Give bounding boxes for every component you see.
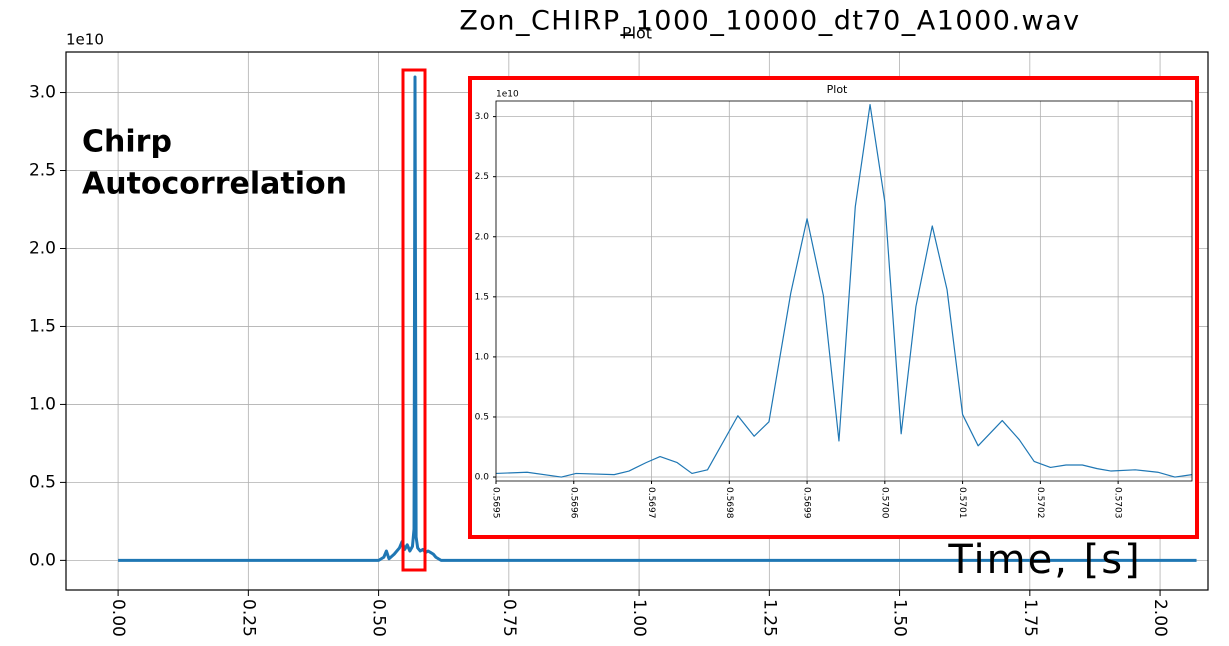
y-tick-label: 2.0 [29, 238, 56, 258]
y-tick-label: 3.0 [29, 83, 56, 103]
chart-title: Zon_CHIRP_1000_10000_dt70_A1000.wav [459, 6, 1080, 37]
y-tick-label: 0.0 [475, 473, 490, 483]
x-tick-label: 0.25 [238, 599, 258, 637]
inset-axes: 0.5695 0.5696 0.5697 0.5698 0.5699 0.5700 0.57… [475, 100, 1193, 519]
inset-y-offset-label: 1e10 [496, 90, 519, 100]
x-axis-label: Time, [s] [947, 537, 1141, 583]
highlight-box [401, 68, 427, 572]
annotation: Chirp [82, 125, 172, 160]
y-tick-label: 2.5 [29, 161, 56, 181]
y-tick-label: 2.5 [475, 172, 489, 182]
x-tick-label: 0.5701 [957, 487, 967, 519]
x-tick-label: 1.75 [1020, 599, 1040, 637]
y-tick-label: 1.0 [29, 394, 56, 414]
x-tick-label: 0.75 [499, 599, 519, 637]
annotation: Autocorrelation [82, 167, 347, 202]
x-tick-label: 0.00 [108, 599, 128, 637]
axes-frame [65, 51, 1209, 591]
y-offset-label: 1e10 [66, 31, 104, 49]
x-tick-label: 2.00 [1150, 599, 1170, 637]
x-tick-label: 0.5697 [646, 487, 656, 519]
chart-subtitle: Plot [622, 24, 652, 43]
x-tick-label: 0.5703 [1113, 487, 1123, 519]
y-tick-label: 1.5 [29, 316, 56, 336]
x-tick-label: 0.5695 [491, 487, 501, 519]
x-tick-label: 0.5696 [568, 487, 578, 519]
x-tick-label: 1.25 [759, 599, 779, 637]
data-line [495, 104, 1193, 478]
y-tick-label: 0.0 [29, 550, 56, 570]
inset-frame [468, 76, 1199, 539]
x-tick-label: 0.5698 [724, 487, 734, 519]
data-line [118, 75, 1197, 562]
x-tick-label: 0.50 [369, 599, 389, 637]
y-tick-label: 2.0 [475, 232, 490, 242]
y-tick-label: 0.5 [475, 412, 489, 422]
axes-frame [495, 100, 1193, 482]
y-tick-label: 3.0 [475, 112, 490, 122]
x-tick-label: 1.50 [890, 599, 910, 637]
x-tick-label: 0.5700 [879, 487, 889, 519]
inset-title: Plot [827, 83, 848, 96]
y-tick-label: 1.5 [475, 292, 489, 302]
y-tick-label: 0.5 [29, 472, 56, 492]
x-tick-label: 0.5699 [802, 487, 812, 519]
x-tick-label: 0.5702 [1035, 487, 1045, 519]
y-tick-label: 1.0 [475, 352, 490, 362]
x-tick-label: 1.00 [629, 599, 649, 637]
